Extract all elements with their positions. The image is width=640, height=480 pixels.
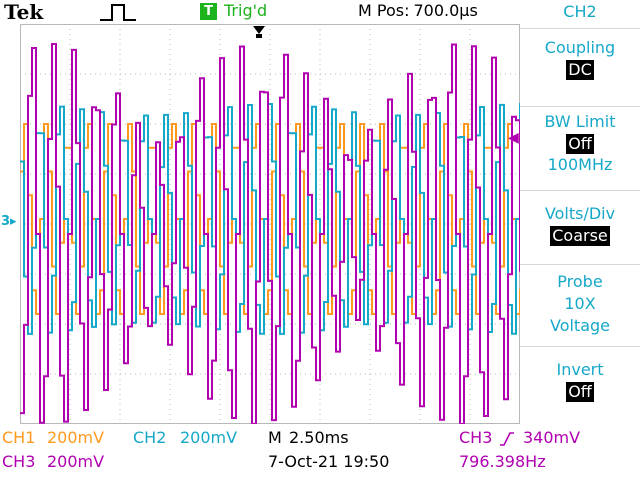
volts-div-menu-item[interactable]: Volts/Div Coarse <box>520 190 640 275</box>
rising-edge-icon <box>500 432 514 446</box>
trigger-level: 340mV <box>523 428 581 447</box>
timebase-value: 2.50ms <box>289 428 349 447</box>
frequency-readout: 796.398Hz <box>459 452 546 471</box>
brand-logo: Tek <box>4 0 44 24</box>
ch2-trace <box>20 103 520 335</box>
mpos-value: 700.0µs <box>413 1 478 20</box>
header-bar: Tek T Trig'd M Pos: 700.0µs <box>0 0 520 24</box>
ch1-trace <box>20 123 520 315</box>
ch3-scale: 200mV <box>47 452 105 471</box>
trigger-position-marker <box>253 26 265 34</box>
status-bar: CH1 200mV CH2 200mV M 2.50ms CH3 340mV C… <box>0 425 640 480</box>
horizontal-position: M Pos: 700.0µs <box>358 1 478 20</box>
probe-label: Probe <box>557 272 603 291</box>
invert-value: Off <box>566 382 594 402</box>
timebase-label: M <box>268 428 282 447</box>
ch3-label: CH3 <box>2 452 36 471</box>
trigger-badge: T <box>200 3 217 20</box>
waveform-display[interactable] <box>20 24 520 424</box>
trigger-status: Trig'd <box>224 1 268 20</box>
volts-div-value: Coarse <box>550 226 610 246</box>
bw-limit-label: BW Limit <box>544 112 616 131</box>
probe-menu-item[interactable]: Probe 10X Voltage <box>520 264 640 349</box>
bw-limit-value: Off <box>566 134 594 154</box>
invert-menu-item[interactable]: Invert Off <box>520 346 640 437</box>
menu-title: CH2 <box>563 2 597 21</box>
coupling-menu-item[interactable]: Coupling DC <box>520 28 640 113</box>
ch1-label: CH1 <box>2 428 36 447</box>
probe-type: Voltage <box>549 316 610 335</box>
probe-attenuation: 10X <box>564 294 596 313</box>
single-pulse-icon <box>100 4 136 21</box>
ch3-ground-marker[interactable]: 3▸ <box>1 214 17 229</box>
bw-limit-freq: 100MHz <box>547 155 613 174</box>
waveform-traces <box>20 43 520 424</box>
coupling-value: DC <box>566 60 594 80</box>
ch3-trace <box>20 43 520 424</box>
ch2-scale: 200mV <box>180 428 238 447</box>
coupling-label: Coupling <box>544 38 616 57</box>
date-time: 7-Oct-21 19:50 <box>268 452 390 471</box>
bw-limit-menu-item[interactable]: BW Limit Off 100MHz <box>520 106 640 193</box>
ch2-label: CH2 <box>133 428 167 447</box>
trigger-source: CH3 <box>459 428 493 447</box>
ch1-scale: 200mV <box>47 428 105 447</box>
mpos-label: M Pos: <box>358 1 410 20</box>
side-menu: CH2 Coupling DC BW Limit Off 100MHz Volt… <box>520 0 640 425</box>
volts-div-label: Volts/Div <box>544 204 616 223</box>
ch2-level-marker[interactable]: ◀ <box>508 130 519 146</box>
invert-label: Invert <box>556 360 604 379</box>
